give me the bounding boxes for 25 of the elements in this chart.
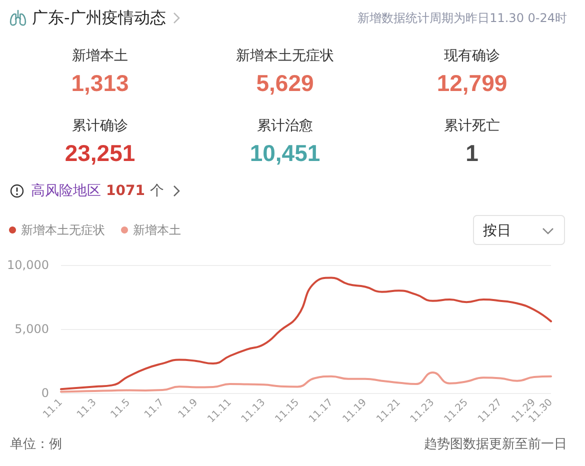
text: 广东-广州疫情动态 xyxy=(32,8,166,28)
legend-label: 新增本土无症状 xyxy=(21,223,105,237)
y-tick-label: 5,000 xyxy=(14,322,49,336)
text: 趋势图数据更新至前一日 xyxy=(424,437,567,452)
legend-label: 新增本土 xyxy=(133,223,181,237)
text: 高风险地区 1071 个 xyxy=(31,182,164,200)
text: 新增本土 xyxy=(71,47,129,65)
text: 累计治愈 xyxy=(256,117,314,135)
text: 累计确诊 xyxy=(71,117,129,135)
text: 10,451 xyxy=(248,139,322,168)
text: 5,629 xyxy=(255,69,315,98)
text: 新增数据统计周期为昨日11.30 0-24时 xyxy=(358,10,567,27)
text: 新增本土无症状 xyxy=(235,47,335,65)
y-axis-title: 单位：例 xyxy=(10,437,62,452)
text: 23,251 xyxy=(64,139,136,168)
y-tick-label: 10,000 xyxy=(7,258,49,272)
dropdown[interactable]: 按日 xyxy=(473,215,565,245)
line-series xyxy=(60,276,552,390)
text: 1 xyxy=(464,139,480,168)
text: 累计死亡 xyxy=(443,117,501,135)
y-tick-label: 0 xyxy=(41,386,49,400)
text: 1,313 xyxy=(70,69,130,98)
line-series xyxy=(60,372,552,393)
text: 现有确诊 xyxy=(443,47,501,65)
text: 12,799 xyxy=(436,69,508,98)
